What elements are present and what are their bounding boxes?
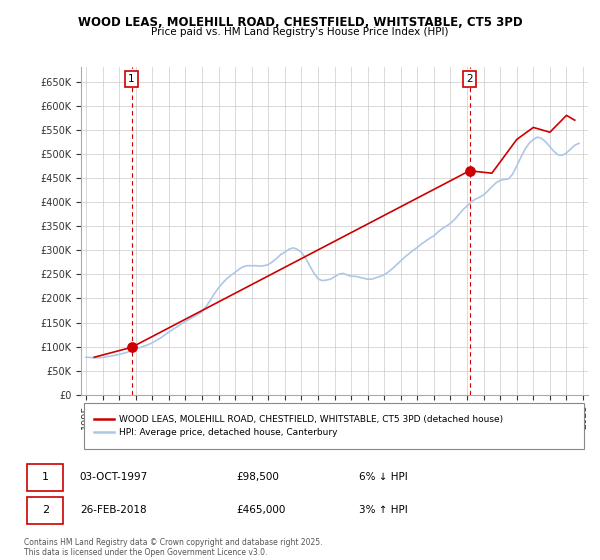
FancyBboxPatch shape: [27, 497, 63, 524]
Text: £98,500: £98,500: [236, 472, 279, 482]
Point: [127, 343, 136, 352]
Text: Price paid vs. HM Land Registry's House Price Index (HPI): Price paid vs. HM Land Registry's House …: [151, 27, 449, 37]
Text: 1: 1: [42, 472, 49, 482]
Text: 2: 2: [466, 74, 473, 83]
Text: 26-FEB-2018: 26-FEB-2018: [80, 505, 146, 515]
FancyBboxPatch shape: [27, 464, 63, 491]
Text: 6% ↓ HPI: 6% ↓ HPI: [359, 472, 407, 482]
Text: £465,000: £465,000: [236, 505, 286, 515]
Text: Contains HM Land Registry data © Crown copyright and database right 2025.
This d: Contains HM Land Registry data © Crown c…: [24, 538, 323, 557]
Legend: WOOD LEAS, MOLEHILL ROAD, CHESTFIELD, WHITSTABLE, CT5 3PD (detached house), HPI:: WOOD LEAS, MOLEHILL ROAD, CHESTFIELD, WH…: [91, 411, 507, 441]
Text: WOOD LEAS, MOLEHILL ROAD, CHESTFIELD, WHITSTABLE, CT5 3PD: WOOD LEAS, MOLEHILL ROAD, CHESTFIELD, WH…: [77, 16, 523, 29]
Text: 03-OCT-1997: 03-OCT-1997: [80, 472, 148, 482]
Text: 2: 2: [41, 505, 49, 515]
Text: 1: 1: [128, 74, 135, 83]
Text: 3% ↑ HPI: 3% ↑ HPI: [359, 505, 407, 515]
FancyBboxPatch shape: [83, 403, 584, 449]
Point: [465, 166, 475, 175]
